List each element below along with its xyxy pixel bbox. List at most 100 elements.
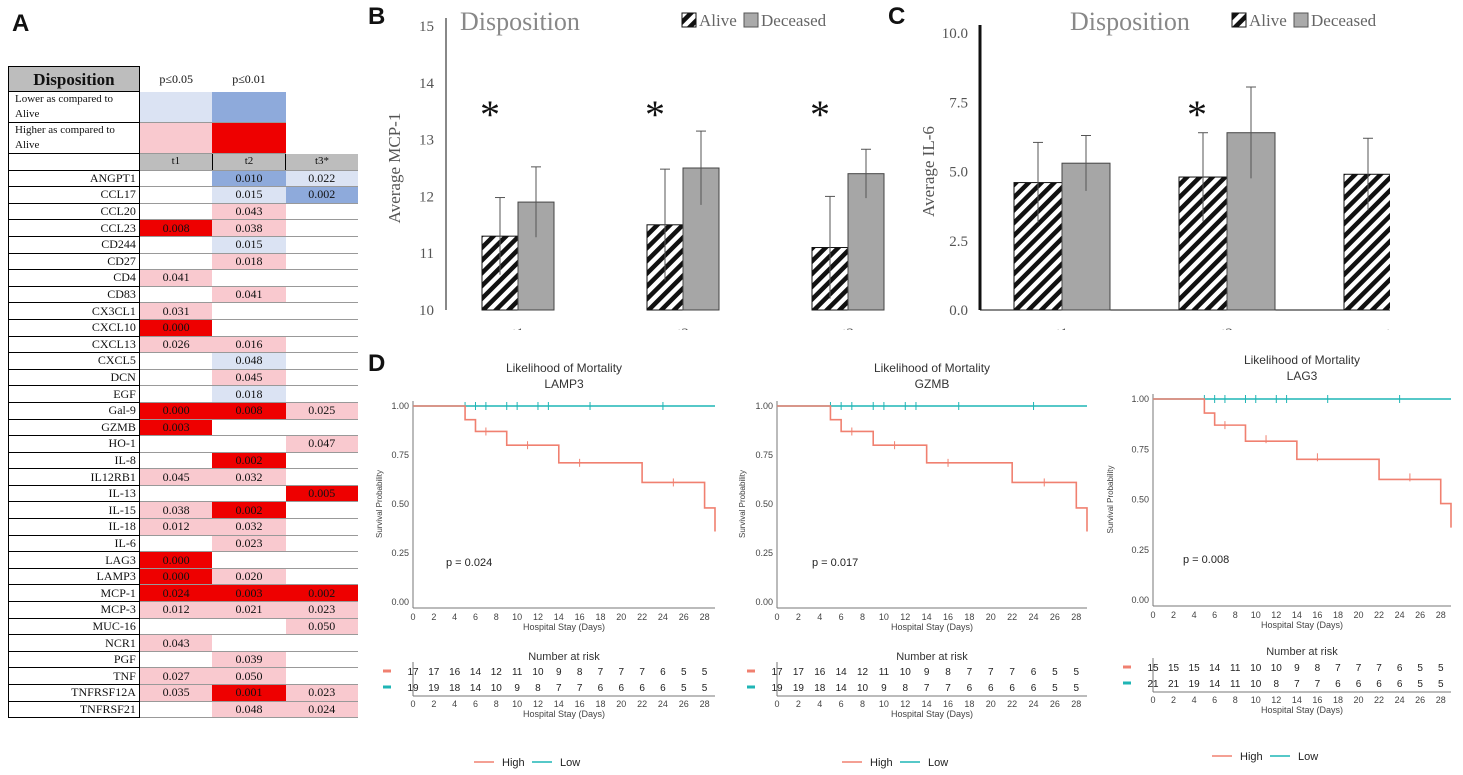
table-row: IL-18 0.012 0.032 [8,518,358,536]
p-value-cell: 0.043 [139,634,213,652]
x-tick-label: 8 [860,612,865,622]
x-tick-label: 16 [575,612,585,622]
risk-count-high: 10 [1271,663,1283,674]
x-axis-label: Hospital Stay (Days) [1261,620,1343,630]
risk-x-tick-label: 12 [1271,695,1281,705]
x-tick-label: t1 [1056,326,1068,330]
km-title: Likelihood of Mortality [506,361,622,375]
gene-name: IL-15 [8,501,140,520]
risk-x-tick-label: 26 [1415,695,1425,705]
risk-count-high: 10 [1250,663,1262,674]
risk-count-high: 7 [1376,663,1382,674]
risk-count-high: 5 [1438,663,1444,674]
risk-count-low: 7 [1294,679,1300,690]
p-value-cell: 0.023 [285,684,358,702]
p-value-cell [139,203,213,221]
p-value-cell: 0.018 [212,253,286,271]
risk-count-low: 21 [1168,679,1180,690]
x-tick-label: t2 [1221,326,1233,330]
risk-count-high: 17 [428,667,440,678]
x-tick-label: 2 [796,612,801,622]
significance-star: * [645,92,665,137]
table-row: CXCL5 0.048 [8,352,358,370]
gene-name: CXCL5 [8,352,140,370]
risk-x-tick-label: 16 [943,699,953,709]
p-value-cell: 0.000 [139,319,213,337]
x-tick-label: 28 [1436,610,1446,620]
x-tick-label: 2 [1171,610,1176,620]
risk-count-high: 5 [1074,667,1080,678]
p-value-cell [285,302,358,320]
p-value-cell [285,286,358,304]
legend-higher-label: Higher as compared to Alive [8,122,140,154]
risk-count-high: 6 [1031,667,1037,678]
p-value-cell: 0.016 [212,336,286,354]
x-tick-label: 4 [1192,610,1197,620]
gene-name: TNF [8,667,140,685]
p-value-cell [139,701,213,719]
p-value-cell: 0.039 [212,651,286,669]
km-subtitle: GZMB [915,377,950,391]
gene-name: IL-6 [8,534,140,553]
p-value-cell [285,468,358,486]
risk-count-low: 5 [1417,679,1423,690]
table-row: ANGPT1 0.010 0.022 [8,169,358,188]
gene-name: ANGPT1 [8,169,140,188]
table-row: MCP-3 0.012 0.021 0.023 [8,601,358,619]
p-value-cell [139,170,213,188]
x-tick-label: 2 [431,612,436,622]
risk-count-low: 10 [857,683,869,694]
risk-count-high: 5 [681,667,687,678]
risk-table-title: Number at risk [1266,646,1338,658]
p-value-cell: 0.045 [139,468,213,486]
risk-count-low: 7 [924,683,930,694]
table-row: CXCL10 0.000 [8,318,358,337]
legend-lower-label: Lower as compared to Alive [8,91,140,123]
panel-label-b: B [368,3,386,30]
risk-count-high: 15 [1168,663,1180,674]
risk-count-high: 14 [1209,663,1221,674]
x-tick-label: 8 [494,612,499,622]
risk-x-tick-label: 4 [452,699,457,709]
p-value-cell: 0.015 [212,186,286,204]
p-value-cell: 0.035 [139,684,213,702]
p-value-cell: 0.032 [212,518,286,536]
risk-x-tick-label: 8 [1233,695,1238,705]
gene-name: EGF [8,385,140,403]
legend-p05: p≤0.05 [159,71,193,86]
x-tick-label: t2 [677,326,689,330]
p-value-cell: 0.012 [139,601,213,619]
y-tick-label: 0.50 [1131,495,1149,505]
km-curve-high [413,405,716,532]
y-tick-label: 0.25 [391,548,409,558]
p-value-cell [139,618,213,636]
risk-count-high: 14 [470,667,482,678]
risk-count-high: 5 [1052,667,1058,678]
x-tick-label: t3 [1386,326,1390,330]
risk-count-high: 11 [512,667,523,678]
gene-name: CXCL13 [8,335,140,354]
legend-higher-strong-swatch [212,122,286,154]
gene-name: CX3CL1 [8,302,140,320]
x-tick-label: 18 [964,612,974,622]
p-value-cell [285,535,358,553]
p-value-cell: 0.048 [212,701,286,719]
x-tick-label: 0 [1150,610,1155,620]
risk-x-tick-label: 10 [1251,695,1261,705]
y-tick-label: 0.25 [1131,545,1149,555]
risk-x-tick-label: 24 [1395,695,1405,705]
risk-count-low: 8 [902,683,908,694]
p-value-cell [285,568,358,586]
risk-count-high: 17 [407,667,419,678]
table-row: CD83 0.041 [8,285,358,304]
x-tick-label: 22 [1374,610,1384,620]
risk-count-high: 11 [879,667,890,678]
x-tick-label: 18 [595,612,605,622]
km-title: Likelihood of Mortality [874,361,990,375]
risk-x-tick-label: 22 [1007,699,1017,709]
risk-x-axis-label: Hospital Stay (Days) [891,709,973,719]
km-subtitle: LAMP3 [544,377,584,391]
x-tick-label: 6 [473,612,478,622]
risk-x-tick-label: 6 [839,699,844,709]
legend-label-high: High [502,757,525,769]
